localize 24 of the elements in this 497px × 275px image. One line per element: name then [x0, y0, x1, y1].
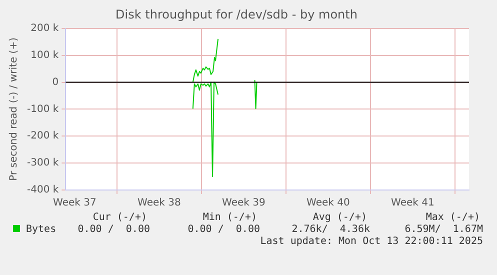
x-tick-label: Week 38: [138, 198, 181, 209]
x-tick-label: Week 41: [391, 198, 434, 209]
y-tick-label: -100 k: [26, 104, 59, 115]
y-tick-label: -200 k: [26, 130, 59, 142]
y-tick-label: 100 k: [30, 50, 59, 61]
text: 0.00 / 0.00: [78, 224, 150, 235]
chart-title: Disk throughput for /dev/sdb - by month: [116, 7, 358, 22]
x-tick-label: Week 37: [53, 198, 96, 209]
y-tick-label: 0: [52, 76, 59, 88]
legend-label: Bytes: [25, 224, 56, 235]
text: Max (-/+): [426, 212, 480, 223]
x-tick-label: Week 40: [306, 198, 350, 209]
text: 2.76k/ 4.36k: [292, 224, 370, 235]
y-tick-label: 200 k: [30, 22, 59, 34]
y-tick-label: -400 k: [26, 184, 59, 196]
text: Last update: Mon Oct 13 22:00:11 2025: [260, 236, 483, 247]
text: 6.59M/ 1.67M: [404, 224, 483, 235]
y-tick-label: -300 k: [26, 158, 59, 169]
text: Min (-/+): [202, 212, 257, 223]
text: Cur (-/+): [92, 212, 147, 223]
text: 0.00 / 0.00: [188, 224, 260, 235]
y-axis-title: Pr second read (-) / write (+): [8, 37, 20, 181]
text: Avg (-/+): [312, 212, 367, 223]
x-tick-label: Week 39: [222, 198, 266, 209]
